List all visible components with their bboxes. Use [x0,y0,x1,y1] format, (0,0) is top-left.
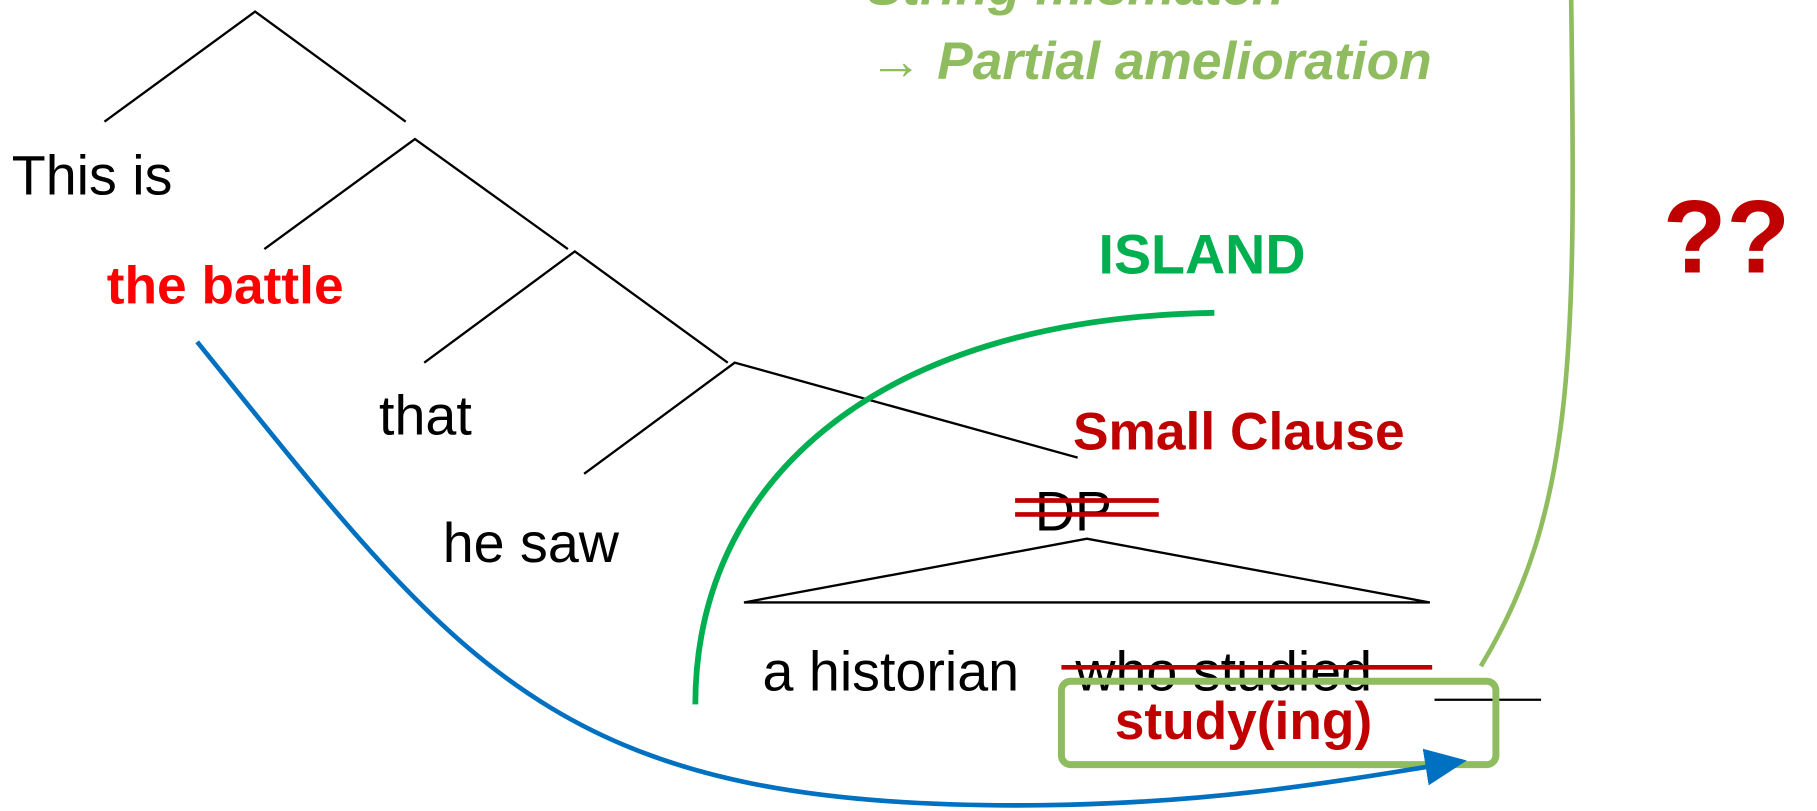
annotation: → Partial amelioration [869,32,1432,91]
box [1057,677,1500,769]
label: Small Clause [1073,403,1405,462]
word: This is [12,145,173,207]
annotation: String mismatch [867,0,1284,17]
word: he saw [443,512,620,574]
word: the battle [107,257,344,316]
island-arc [692,309,1215,705]
word: who studied [1074,641,1372,703]
label: ISLAND [1099,223,1306,285]
label: DP [1035,481,1112,543]
word: a historian [763,641,1020,703]
tree-branches [103,10,1542,701]
word: study(ing) [1115,692,1372,751]
judgment: ?? [1663,179,1790,295]
movement-arrow [195,340,1467,808]
word: that [379,384,472,446]
connector [1478,0,1576,668]
